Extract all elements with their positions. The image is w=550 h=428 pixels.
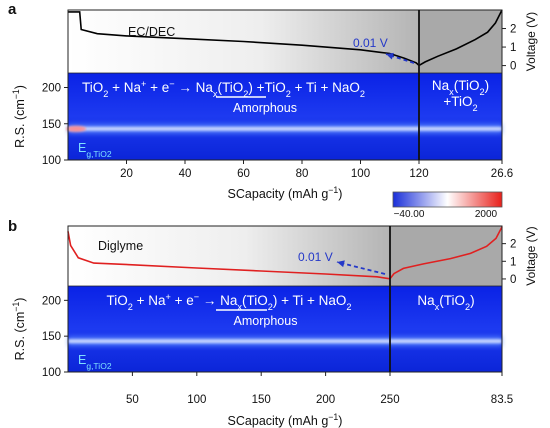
panel-b-raman-y-tick-label: 200 <box>42 295 61 307</box>
panel-a-raman-y-tick-label: 100 <box>42 155 61 167</box>
panel-b-cutoff-label: 0.01 V <box>298 250 333 264</box>
panel-a-raman-heatmap <box>68 73 502 160</box>
panel-a-eg-label: Eg,TiO2 <box>78 141 112 159</box>
panel-b-reaction-equation: TiO2 + Na+ + e− → Nax(TiO2) + Ti + NaO2 <box>107 292 352 312</box>
colorbar <box>392 191 503 208</box>
panel-b-raman-y-axis-label: R.S. (cm−1) <box>11 298 27 361</box>
panel-b-raman-y-tick-label: 150 <box>42 331 61 343</box>
panel-b-raman-heatmap <box>68 286 502 372</box>
panel-a-voltage-y-tick-label: 0 <box>510 61 516 73</box>
panel-a-voltage-y-tick-label: 2 <box>510 24 516 36</box>
panel-a-x-tick-label: 20 <box>120 168 133 180</box>
panel-a-x-tick-label: 40 <box>179 168 192 180</box>
panel-a-x-tick-label: 120 <box>409 168 428 180</box>
panel-b-voltage-y-tick-label: 2 <box>510 239 516 251</box>
panel-b-frame <box>67 225 503 373</box>
panel-b-eg-label: Eg,TiO2 <box>78 353 112 371</box>
panel-b-charge-end-label: 83.5 <box>491 394 513 406</box>
panel-b-electrolyte-label: Diglyme <box>98 239 143 253</box>
panel-a-raman-band <box>68 126 502 131</box>
panel-a-x-tick-label: 100 <box>351 168 370 180</box>
panel-a-charge-product-2: +TiO2 <box>443 94 477 113</box>
panel-a-cutoff-arrowhead <box>386 52 394 60</box>
panel-b-x-tick-label: 150 <box>252 394 271 406</box>
panel-b-x-tick-label: 250 <box>380 394 399 406</box>
panel-a-raman-y-tick-label: 200 <box>42 83 61 95</box>
panel-b-x-tick-label: 100 <box>187 394 206 406</box>
panel-b-cutoff-arrowhead <box>337 260 345 268</box>
panel-b-discharge-curve <box>67 231 391 280</box>
panel-a-label: a <box>8 1 17 18</box>
colorbar-max-label: 2000 <box>475 209 498 220</box>
panel-b-voltage-y-tick-label: 0 <box>510 274 516 286</box>
panel-a-x-tick-label: 60 <box>237 168 250 180</box>
panel-a-charge-curve <box>418 9 503 67</box>
panel-b-discharge-background <box>68 226 390 286</box>
panel-a-raman-y-axis-label: R.S. (cm−1) <box>11 85 27 148</box>
panel-b-label: b <box>8 218 17 235</box>
panel-a-discharge-curve <box>68 11 420 66</box>
panel-b-raman-band <box>68 339 502 344</box>
panel-b-voltage-y-axis-label: Voltage (V) <box>524 226 538 285</box>
colorbar-min-label: −40.00 <box>394 209 425 220</box>
panel-a-x-tick-label: 80 <box>296 168 309 180</box>
panel-b-x-tick-label: 200 <box>316 394 335 406</box>
panel-b-charge-product: Nax(TiO2) <box>417 293 474 312</box>
panel-a-raman-y-tick-label: 150 <box>42 119 61 131</box>
panel-b-voltage-y-tick-label: 1 <box>510 256 516 268</box>
panel-a-charge-background <box>419 10 502 73</box>
panel-a-charge-product: Nax(TiO2) <box>432 78 489 97</box>
panel-a-voltage-y-tick-label: 1 <box>510 42 516 54</box>
panel-b-raman-y-tick-label: 100 <box>42 367 61 379</box>
panel-a-reaction-equation: TiO2 + Na+ + e− → Nax(TiO2) +TiO2 + Ti +… <box>82 79 365 99</box>
panel-a-frame <box>67 9 503 161</box>
panel-a-cutoff-label: 0.01 V <box>353 36 388 50</box>
panel-a-voltage-y-axis-label: Voltage (V) <box>524 12 538 71</box>
panel-a-amorphous-label: Amorphous <box>233 101 297 115</box>
panel-a-raman-band-hotspot <box>66 125 86 132</box>
panel-b-x-tick-label: 50 <box>126 394 139 406</box>
panel-b-cutoff-arrow <box>336 261 386 275</box>
panel-b-charge-background <box>390 226 502 286</box>
panel-b-charge-curve <box>389 226 503 280</box>
panel-b-amorphous-label: Amorphous <box>234 314 298 328</box>
panel-b-x-axis-label: SCapacity (mAh g−1) <box>228 412 343 428</box>
panel-a-charge-end-label: 26.6 <box>491 168 513 180</box>
panel-a-electrolyte-label: EC/DEC <box>128 25 175 39</box>
panel-a-x-axis-label: SCapacity (mAh g−1) <box>228 185 343 201</box>
